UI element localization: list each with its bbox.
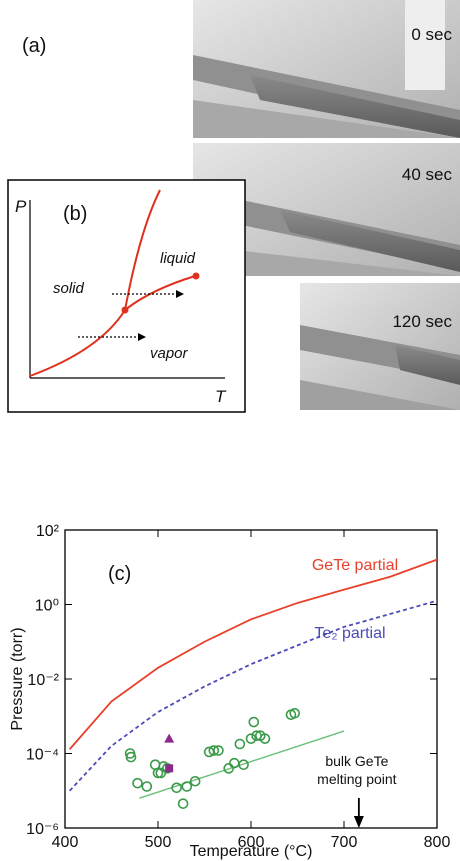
y-tick-label: 10⁻² <box>27 672 59 689</box>
region-label: vapor <box>150 345 189 362</box>
data-point <box>238 759 249 771</box>
frame-label: 0 sec <box>411 25 452 44</box>
region-label: liquid <box>160 250 196 267</box>
data-point <box>289 708 301 719</box>
micrograph-0 <box>193 0 460 138</box>
series-label: GeTe partial <box>312 557 398 574</box>
x-tick-label: 800 <box>424 834 451 851</box>
data-point <box>248 716 260 728</box>
y-tick-label: 10⁻⁶ <box>26 821 59 838</box>
phase-diagram <box>7 179 246 413</box>
data-point <box>189 775 201 787</box>
data-point <box>208 745 220 756</box>
data-point <box>213 745 224 756</box>
annotation: bulk GeTe <box>325 753 388 769</box>
melting-arrowhead <box>353 816 364 828</box>
series-line <box>68 558 437 750</box>
x-tick-label: 600 <box>238 834 265 851</box>
data-point <box>165 764 174 773</box>
x-tick-label: 500 <box>145 834 172 851</box>
data-point <box>125 751 137 763</box>
frame-label: 120 sec <box>392 312 452 331</box>
region-label: solid <box>53 280 85 297</box>
y-tick-label: 10² <box>36 523 60 540</box>
panel-label: (b) <box>63 203 87 225</box>
data-point <box>171 782 182 794</box>
annotation: melting point <box>317 771 396 787</box>
data-point <box>164 733 175 743</box>
panel-label: (a) <box>22 35 46 57</box>
y-tick-label: 10⁰ <box>35 598 59 615</box>
series-line <box>68 599 437 792</box>
data-point <box>245 733 257 744</box>
y-tick-label: 10⁻⁴ <box>26 747 59 764</box>
y-axis-label: Pressure (torr) <box>9 627 26 730</box>
data-point <box>177 798 189 809</box>
micrograph-40 <box>193 143 460 276</box>
x-tick-label: 400 <box>52 834 79 851</box>
series-line <box>139 730 345 799</box>
data-point <box>141 781 153 792</box>
micrograph-120 <box>300 283 460 410</box>
x-tick-label: 700 <box>331 834 358 851</box>
frame-label: 40 sec <box>402 165 453 184</box>
series-label: Te₂ partial <box>314 625 385 642</box>
data-point <box>228 757 240 769</box>
panel-label: (c) <box>108 563 131 585</box>
data-point <box>132 777 143 789</box>
axis-label: P <box>15 197 27 216</box>
data-point <box>181 781 193 792</box>
data-point <box>259 733 271 744</box>
data-point <box>234 738 246 750</box>
x-axis-label: Temperature (°C) <box>190 843 313 860</box>
axis-label: T <box>215 387 227 406</box>
